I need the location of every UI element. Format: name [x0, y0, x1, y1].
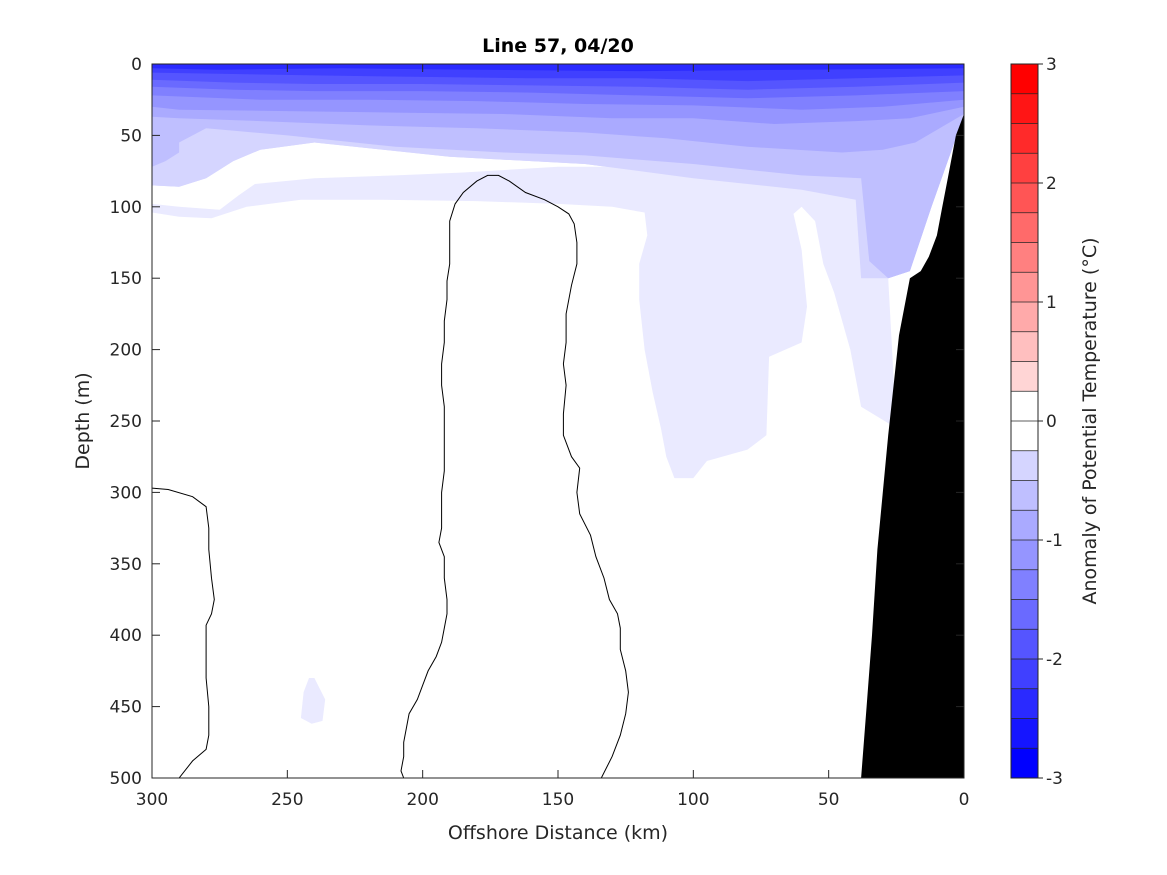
colorbar-bin [1011, 64, 1038, 94]
chart-title: Line 57, 04/20 [482, 35, 634, 57]
y-tick-label: 450 [110, 698, 142, 718]
colorbar-bin [1011, 599, 1038, 630]
colorbar-bin [1011, 123, 1038, 154]
y-tick-label: 150 [110, 269, 142, 289]
colorbar-bin [1011, 153, 1038, 183]
colorbar-bin [1011, 450, 1038, 481]
x-tick-label: 50 [818, 790, 840, 810]
y-tick-label: 50 [120, 126, 142, 146]
bathymetry [861, 114, 964, 778]
x-tick-label: 300 [136, 790, 168, 810]
cold-region-0 [152, 166, 897, 479]
colorbar-tick-label: 3 [1046, 55, 1057, 75]
x-tick-label: 100 [677, 790, 709, 810]
x-tick-label: 150 [542, 790, 574, 810]
x-tick-label: 200 [406, 790, 438, 810]
x-axis-label: Offshore Distance (km) [448, 822, 668, 844]
colorbar-tick-label: 0 [1046, 412, 1057, 432]
colorbar-bin [1011, 93, 1038, 124]
y-axis-ticks: 0 50 100 150 200 250 300 350 400 450 500 [110, 55, 964, 789]
colorbar-bin [1011, 688, 1038, 719]
colorbar-tick-label: -3 [1046, 769, 1063, 789]
colorbar-bin [1011, 748, 1038, 778]
colorbar-tick-label: 2 [1046, 174, 1057, 194]
colorbar-bin [1011, 331, 1038, 362]
colorbar-bin [1011, 569, 1038, 600]
zero-contour-0 [152, 487, 215, 778]
cold-region-1 [300, 678, 326, 724]
y-tick-label: 300 [110, 483, 142, 503]
colorbar-bin [1011, 272, 1038, 302]
colorbar-bin [1011, 718, 1038, 749]
y-tick-label: 0 [131, 55, 142, 75]
colorbar-bin [1011, 302, 1038, 332]
colorbar-bin [1011, 361, 1038, 392]
x-axis-ticks: 300 250 200 150 100 50 0 [136, 64, 970, 810]
x-tick-label: 250 [271, 790, 303, 810]
y-tick-label: 200 [110, 341, 142, 361]
x-tick-label: 0 [959, 790, 970, 810]
colorbar: -3 -2 -1 0 1 2 3 [1010, 55, 1063, 789]
colorbar-bin [1011, 629, 1038, 659]
zero-contour-1 [400, 174, 629, 778]
colorbar-bin [1011, 510, 1038, 540]
colorbar-bin [1011, 391, 1038, 421]
colorbar-tick-label: -2 [1046, 650, 1063, 670]
bathymetry-group [861, 114, 964, 778]
y-tick-label: 250 [110, 412, 142, 432]
colorbar-bin [1011, 212, 1038, 243]
colorbar-bin [1011, 183, 1038, 213]
colorbar-bin [1011, 480, 1038, 511]
y-tick-label: 350 [110, 555, 142, 575]
y-tick-label: 400 [110, 626, 142, 646]
y-tick-label: 500 [110, 769, 142, 789]
colorbar-label: Anomaly of Potential Temperature (°C) [1079, 238, 1101, 605]
y-tick-label: 100 [110, 198, 142, 218]
colorbar-tick-label: -1 [1046, 531, 1063, 551]
temperature-fills [152, 64, 964, 724]
colorbar-bin [1011, 242, 1038, 273]
colorbar-tick-label: 1 [1046, 293, 1057, 313]
colorbar-bin [1011, 421, 1038, 451]
colorbar-bin [1011, 540, 1038, 570]
y-axis-label: Depth (m) [72, 372, 94, 469]
zero-contour-lines [152, 174, 629, 778]
colorbar-bin [1011, 659, 1038, 689]
